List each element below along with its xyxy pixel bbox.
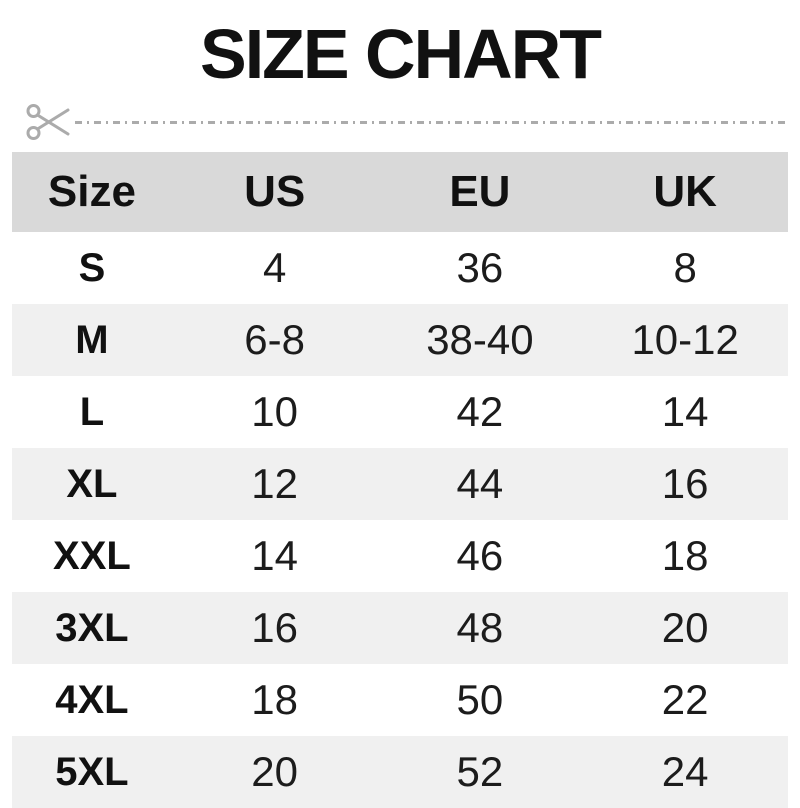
cell-size: 3XL <box>55 605 129 650</box>
table-row: XL 12 44 16 <box>12 448 788 520</box>
cell-eu: 52 <box>456 748 504 795</box>
cell-us: 4 <box>262 244 287 291</box>
cell-uk: 24 <box>661 748 709 795</box>
cell-eu: 50 <box>456 676 504 723</box>
cell-us: 16 <box>251 604 299 651</box>
cell-uk: 22 <box>661 676 709 723</box>
cell-uk: 10-12 <box>631 316 739 363</box>
size-chart-table: Size US EU UK S 4 36 8 M 6-8 38-40 10-12… <box>12 152 788 808</box>
cell-size: L <box>79 389 105 434</box>
table-row: XXL 14 46 18 <box>12 520 788 592</box>
cell-eu: 38-40 <box>426 316 534 363</box>
table-row: M 6-8 38-40 10-12 <box>12 304 788 376</box>
table-row: L 10 42 14 <box>12 376 788 448</box>
cell-uk: 18 <box>661 532 709 579</box>
cell-size: 5XL <box>55 749 129 794</box>
cell-eu: 48 <box>456 604 504 651</box>
cell-uk: 16 <box>661 460 709 507</box>
table-row: S 4 36 8 <box>12 232 788 304</box>
table-row: 4XL 18 50 22 <box>12 664 788 736</box>
page-title: SIZE CHART <box>200 15 602 93</box>
cell-us: 6-8 <box>244 316 305 363</box>
cell-eu: 44 <box>456 460 504 507</box>
cell-us: 12 <box>251 460 299 507</box>
cell-uk: 20 <box>661 604 709 651</box>
cell-eu: 46 <box>456 532 504 579</box>
table-row: 3XL 16 48 20 <box>12 592 788 664</box>
scissors-icon <box>26 104 70 140</box>
cell-us: 18 <box>251 676 299 723</box>
dashed-cut-line <box>75 120 786 124</box>
cell-uk: 8 <box>673 244 697 291</box>
cell-us: 20 <box>251 748 299 795</box>
cell-size: M <box>75 317 109 362</box>
cell-eu: 42 <box>456 388 504 435</box>
cell-size: 4XL <box>55 677 129 722</box>
cell-size: XXL <box>53 533 131 578</box>
cell-size: XL <box>66 461 118 506</box>
column-header-uk: UK <box>582 152 788 232</box>
cell-size: S <box>78 245 106 290</box>
column-header-us: US <box>171 152 378 232</box>
cell-eu: 36 <box>456 244 504 291</box>
cell-us: 14 <box>251 532 299 579</box>
cell-uk: 14 <box>661 388 709 435</box>
column-header-eu: EU <box>377 152 583 232</box>
column-header-size: Size <box>12 152 172 232</box>
cell-us: 10 <box>251 388 299 435</box>
table-row: 5XL 20 52 24 <box>12 736 788 808</box>
header-row: Size US EU UK <box>12 152 788 232</box>
cut-line <box>26 102 786 142</box>
